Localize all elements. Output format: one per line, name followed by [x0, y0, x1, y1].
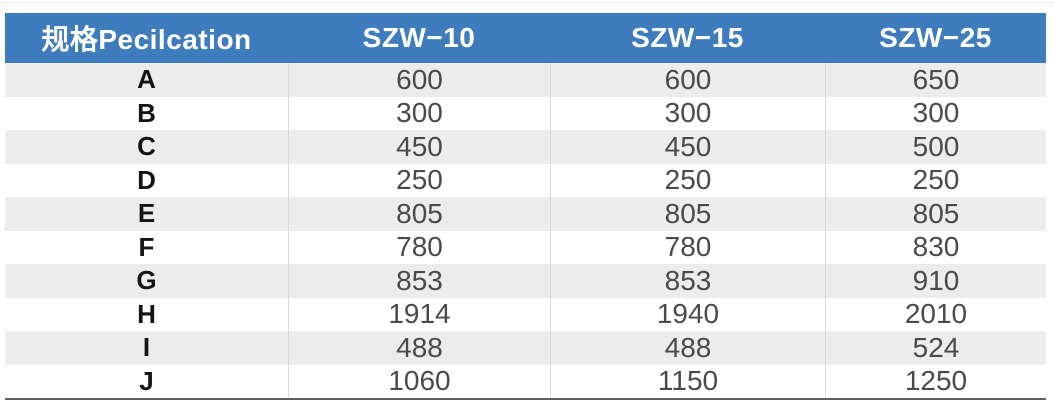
- value-cell: 250: [825, 163, 1046, 197]
- value-cell: 250: [550, 163, 825, 197]
- spec-cell: J: [139, 365, 154, 396]
- table-header-row: 规格Pecilcation SZW−10 SZW−15 SZW−25: [5, 13, 1046, 63]
- value-cell: 300: [825, 96, 1046, 130]
- value-cell: 1150: [550, 364, 825, 398]
- table-row: E 805 805 805: [5, 197, 1046, 231]
- value-cell: 600: [288, 63, 550, 97]
- spec-cell: D: [137, 164, 156, 195]
- value-cell: 300: [550, 96, 825, 130]
- value-cell: 500: [825, 130, 1046, 164]
- value-cell: 805: [550, 197, 825, 231]
- table-row: D 250 250 250: [5, 163, 1046, 197]
- column-header-szw15: SZW−15: [631, 22, 744, 53]
- value-cell: 853: [288, 264, 550, 298]
- table-row: J 1060 1150 1250: [5, 364, 1046, 398]
- table-row: F 780 780 830: [5, 230, 1046, 264]
- column-header-szw25: SZW−25: [879, 22, 992, 53]
- value-cell: 1060: [288, 364, 550, 398]
- value-cell: 1250: [825, 364, 1046, 398]
- top-divider: [0, 2, 1054, 3]
- spec-cell: E: [137, 198, 156, 229]
- value-cell: 1914: [288, 297, 550, 331]
- column-header-szw10: SZW−10: [362, 22, 476, 53]
- value-cell: 2010: [825, 297, 1046, 331]
- value-cell: 780: [550, 230, 825, 264]
- value-cell: 600: [550, 63, 825, 97]
- table-row: I 488 488 524: [5, 331, 1046, 365]
- value-cell: 250: [288, 163, 550, 197]
- value-cell: 853: [550, 264, 825, 298]
- spec-cell: G: [136, 265, 157, 296]
- table-row: C 450 450 500: [5, 130, 1046, 164]
- table-row: A 600 600 650: [5, 63, 1046, 97]
- value-cell: 805: [825, 197, 1046, 231]
- value-cell: 450: [288, 130, 550, 164]
- spec-cell: H: [137, 298, 156, 329]
- value-cell: 910: [825, 264, 1046, 298]
- spec-cell: I: [142, 332, 151, 363]
- spec-cell: C: [137, 131, 156, 162]
- value-cell: 488: [288, 331, 550, 365]
- value-cell: 524: [825, 331, 1046, 365]
- spec-cell: F: [138, 231, 155, 262]
- specification-table: 规格Pecilcation SZW−10 SZW−15 SZW−25 A 600…: [5, 13, 1046, 400]
- value-cell: 300: [288, 96, 550, 130]
- table-row: G 853 853 910: [5, 264, 1046, 298]
- value-cell: 488: [550, 331, 825, 365]
- table-row: H 1914 1940 2010: [5, 297, 1046, 331]
- value-cell: 450: [550, 130, 825, 164]
- value-cell: 1940: [550, 297, 825, 331]
- value-cell: 780: [288, 230, 550, 264]
- table-body: A 600 600 650 B 300 300 300 C 450 450 50…: [5, 63, 1046, 398]
- column-header-spec: 规格Pecilcation: [41, 24, 252, 55]
- value-cell: 650: [825, 63, 1046, 97]
- spec-cell: A: [137, 64, 156, 95]
- table-row: B 300 300 300: [5, 96, 1046, 130]
- value-cell: 805: [288, 197, 550, 231]
- value-cell: 830: [825, 230, 1046, 264]
- spec-cell: B: [137, 97, 156, 128]
